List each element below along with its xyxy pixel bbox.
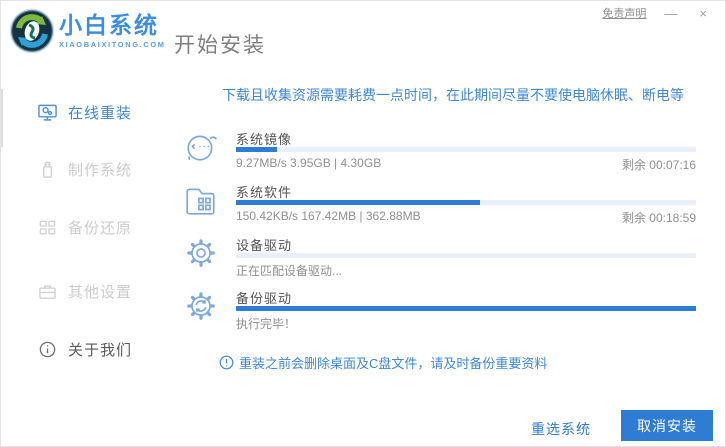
cancel-install-button[interactable]: 取消安装 [621,410,713,441]
brand-block: 小白系统 XIAOBAIXITONG.COM [59,12,166,50]
task-remaining: 剩余 00:07:16 [621,158,696,172]
task-status: 9.27MB/s 3.95GB | 4.30GB [236,156,382,170]
task-row-device-driver: 设备驱动 正在匹配设备驱动... [171,235,725,281]
reselect-system-button[interactable]: 重选系统 [525,415,597,443]
software-folder-icon [186,188,215,215]
info-icon [39,341,56,357]
sidebar-item-online-reinstall[interactable]: 在线重装 [1,95,171,129]
alert-circle-icon [219,355,234,370]
task-status: 执行完毕！ [236,317,297,331]
reinstall-warning: 重装之前会删除桌面及C盘文件，请及时备份重要资料 [219,353,547,372]
minimize-button[interactable]: — [664,5,678,21]
progress-fill [236,200,480,205]
brand-domain: XIAOBAIXITONG.COM [59,40,166,50]
progress-bar [236,306,696,311]
task-row-system-image: 系统镜像 9.27MB/s 3.95GB | 4.30GB 剩余 00:07:1… [171,129,725,175]
progress-fill [236,306,696,311]
active-item-indicator [1,89,3,147]
sidebar-item-about-us[interactable]: 关于我们 [1,332,171,366]
progress-bar [236,147,696,152]
task-name: 系统软件 [236,185,293,200]
sidebar-item-label: 在线重装 [68,104,133,122]
usb-drive-icon [42,161,53,178]
gear-sync-icon [187,292,215,320]
task-row-backup-driver: 备份驱动 执行完毕！ [171,288,725,334]
mascot-face-icon [187,135,218,161]
disclaimer-link[interactable]: 免责声明 [602,8,647,20]
warning-text: 重装之前会删除桌面及C盘文件，请及时备份重要资料 [239,356,548,371]
titlebar: 免责声明 — × [602,1,725,25]
sidebar-item-make-system[interactable]: 制作系统 [1,152,171,186]
briefcase-icon [39,284,56,299]
task-name: 系统镜像 [236,132,293,147]
progress-fill [236,147,278,152]
sidebar-item-label: 备份还原 [68,219,133,237]
brand-logo-icon [9,8,55,54]
task-name: 设备驱动 [236,238,293,253]
sidebar: 在线重装 制作系统 备份还原 [1,81,171,446]
task-name: 备份驱动 [236,291,293,306]
progress-bar [236,200,696,205]
sidebar-item-label: 制作系统 [68,161,133,179]
close-button[interactable]: × [699,5,707,21]
task-status: 正在匹配设备驱动... [236,264,343,278]
sidebar-item-backup-restore[interactable]: 备份还原 [1,210,171,244]
gear-icon [187,239,215,267]
task-status: 150.42KB/s 167.42MB | 362.88MB [236,209,421,223]
progress-bar [236,253,696,258]
backup-grid-icon [39,220,56,234]
sidebar-item-other-settings[interactable]: 其他设置 [1,274,171,308]
task-remaining: 剩余 00:18:59 [621,211,696,225]
download-notice: 下载且收集资源需要耗费一点时间，在此期间尽量不要使电脑休眠、断电等 [222,87,684,103]
sidebar-item-label: 其他设置 [68,283,133,301]
page-title: 开始安装 [174,34,266,57]
sidebar-item-label: 关于我们 [68,341,133,359]
task-row-system-software: 系统软件 150.42KB/s 167.42MB | 362.88MB 剩余 0… [171,182,725,228]
brand-name: 小白系统 [59,12,159,38]
monitor-reinstall-icon [38,104,57,121]
